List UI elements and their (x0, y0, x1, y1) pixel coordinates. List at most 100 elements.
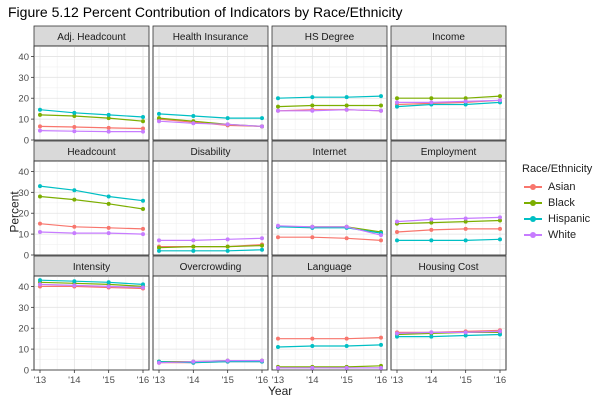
series-line-white (396, 216, 501, 223)
panel-border (271, 160, 388, 256)
data-point-hispanic (395, 104, 399, 109)
series-line-hispanic (39, 109, 144, 118)
data-point-asian (38, 124, 42, 129)
data-point-white (141, 285, 145, 290)
data-point-hispanic (106, 194, 111, 199)
series-line-black (397, 95, 501, 99)
data-point-white (310, 224, 315, 229)
series-line-asian (278, 236, 382, 241)
data-point-white (395, 331, 399, 336)
facet-panel: Housing Cost '13 '14 '15 '16 (390, 255, 507, 386)
legend-item-white: White (522, 227, 592, 243)
data-point-hispanic (72, 188, 77, 193)
y-tick-label: 40 (18, 167, 29, 178)
legend-item-asian: Asian (522, 179, 592, 195)
data-point-hispanic (38, 107, 42, 112)
data-point-hispanic (157, 248, 161, 253)
legend-key (522, 197, 544, 209)
series-line-white (39, 283, 144, 289)
x-tick-label: '16 (494, 375, 506, 386)
x-tick-label: '14 (187, 375, 199, 386)
legend-key (522, 181, 544, 193)
data-point-hispanic (498, 332, 502, 337)
series-line-hispanic (277, 95, 382, 99)
facet-panel: Adj. Headcount 0 10 20 30 40 (18, 25, 150, 147)
legend-title: Race/Ethnicity (522, 163, 593, 175)
facet-panel: Income (390, 25, 507, 141)
y-tick-label: 20 (18, 209, 29, 220)
y-tick-label: 10 (18, 115, 29, 126)
data-point-hispanic (310, 95, 315, 100)
panel-border (33, 45, 150, 141)
data-point-black (157, 116, 161, 121)
facet-title: Internet (313, 147, 347, 158)
facet-panel: Disability (152, 140, 269, 256)
y-tick-label: 0 (24, 366, 29, 377)
data-point-asian (310, 235, 315, 240)
x-axis-label: Year (268, 384, 293, 398)
data-point-hispanic (141, 282, 145, 287)
x-tick-label: '13 (153, 375, 165, 386)
data-point-hispanic (225, 116, 230, 121)
facet-panel: Headcount 0 10 20 30 40 (18, 140, 150, 262)
x-tick-label: '13 (391, 375, 403, 386)
series-line-asian (39, 223, 144, 230)
legend-key (522, 213, 544, 225)
series-line-black (39, 195, 144, 210)
data-point-hispanic (157, 111, 161, 116)
legend-key (522, 229, 544, 241)
data-point-white (379, 365, 383, 370)
data-point-white (260, 358, 264, 363)
y-tick-label: 10 (18, 345, 29, 356)
data-point-white (191, 359, 196, 364)
series-line-black (39, 281, 144, 287)
x-tick-label: '15 (459, 375, 471, 386)
data-point-hispanic (395, 238, 399, 243)
panel-border (152, 45, 269, 141)
series-line-asian (396, 228, 500, 233)
data-point-white (225, 237, 230, 242)
data-point-asian (72, 125, 77, 130)
data-point-white (395, 100, 399, 105)
data-point-white (276, 108, 280, 113)
data-point-black (225, 244, 230, 249)
data-point-asian (106, 225, 111, 230)
data-point-white (157, 119, 161, 124)
data-point-asian (276, 336, 280, 341)
facet-title: Intensity (73, 262, 110, 273)
data-point-white (429, 217, 434, 222)
data-point-white (344, 224, 349, 229)
series-line-white (397, 99, 501, 104)
data-point-hispanic (379, 342, 383, 347)
facet-panel: Language '13 '14 '15 '16 (271, 255, 388, 386)
data-point-black (72, 113, 77, 118)
data-point-white (38, 282, 42, 287)
legend-item-hispanic: Hispanic (522, 211, 592, 227)
data-point-black (498, 218, 502, 223)
data-point-white (429, 100, 434, 105)
series-line-white (39, 130, 143, 133)
y-tick-label: 30 (18, 188, 29, 199)
data-point-hispanic (276, 96, 280, 101)
data-point-black (106, 201, 111, 206)
y-tick-label: 10 (18, 230, 29, 241)
facet-panel: Intensity 0 10 20 30 40 '13 '14 '15 '16 (18, 255, 150, 386)
data-point-white (379, 233, 383, 238)
data-point-black (38, 112, 42, 117)
data-point-white (141, 129, 145, 134)
y-tick-label: 40 (18, 52, 29, 63)
data-point-hispanic (379, 94, 383, 99)
data-point-black (429, 96, 434, 101)
data-point-white (106, 129, 111, 134)
data-point-black (463, 219, 468, 224)
y-tick-label: 20 (18, 94, 29, 105)
data-point-hispanic (38, 278, 42, 283)
series-line-asian (278, 337, 382, 340)
data-point-hispanic (141, 115, 145, 120)
data-point-hispanic (463, 102, 468, 107)
data-point-white (106, 231, 111, 236)
series-line-black (277, 104, 381, 108)
data-point-white (157, 238, 161, 243)
series-line-white (158, 120, 263, 127)
y-tick-label: 40 (18, 282, 29, 293)
